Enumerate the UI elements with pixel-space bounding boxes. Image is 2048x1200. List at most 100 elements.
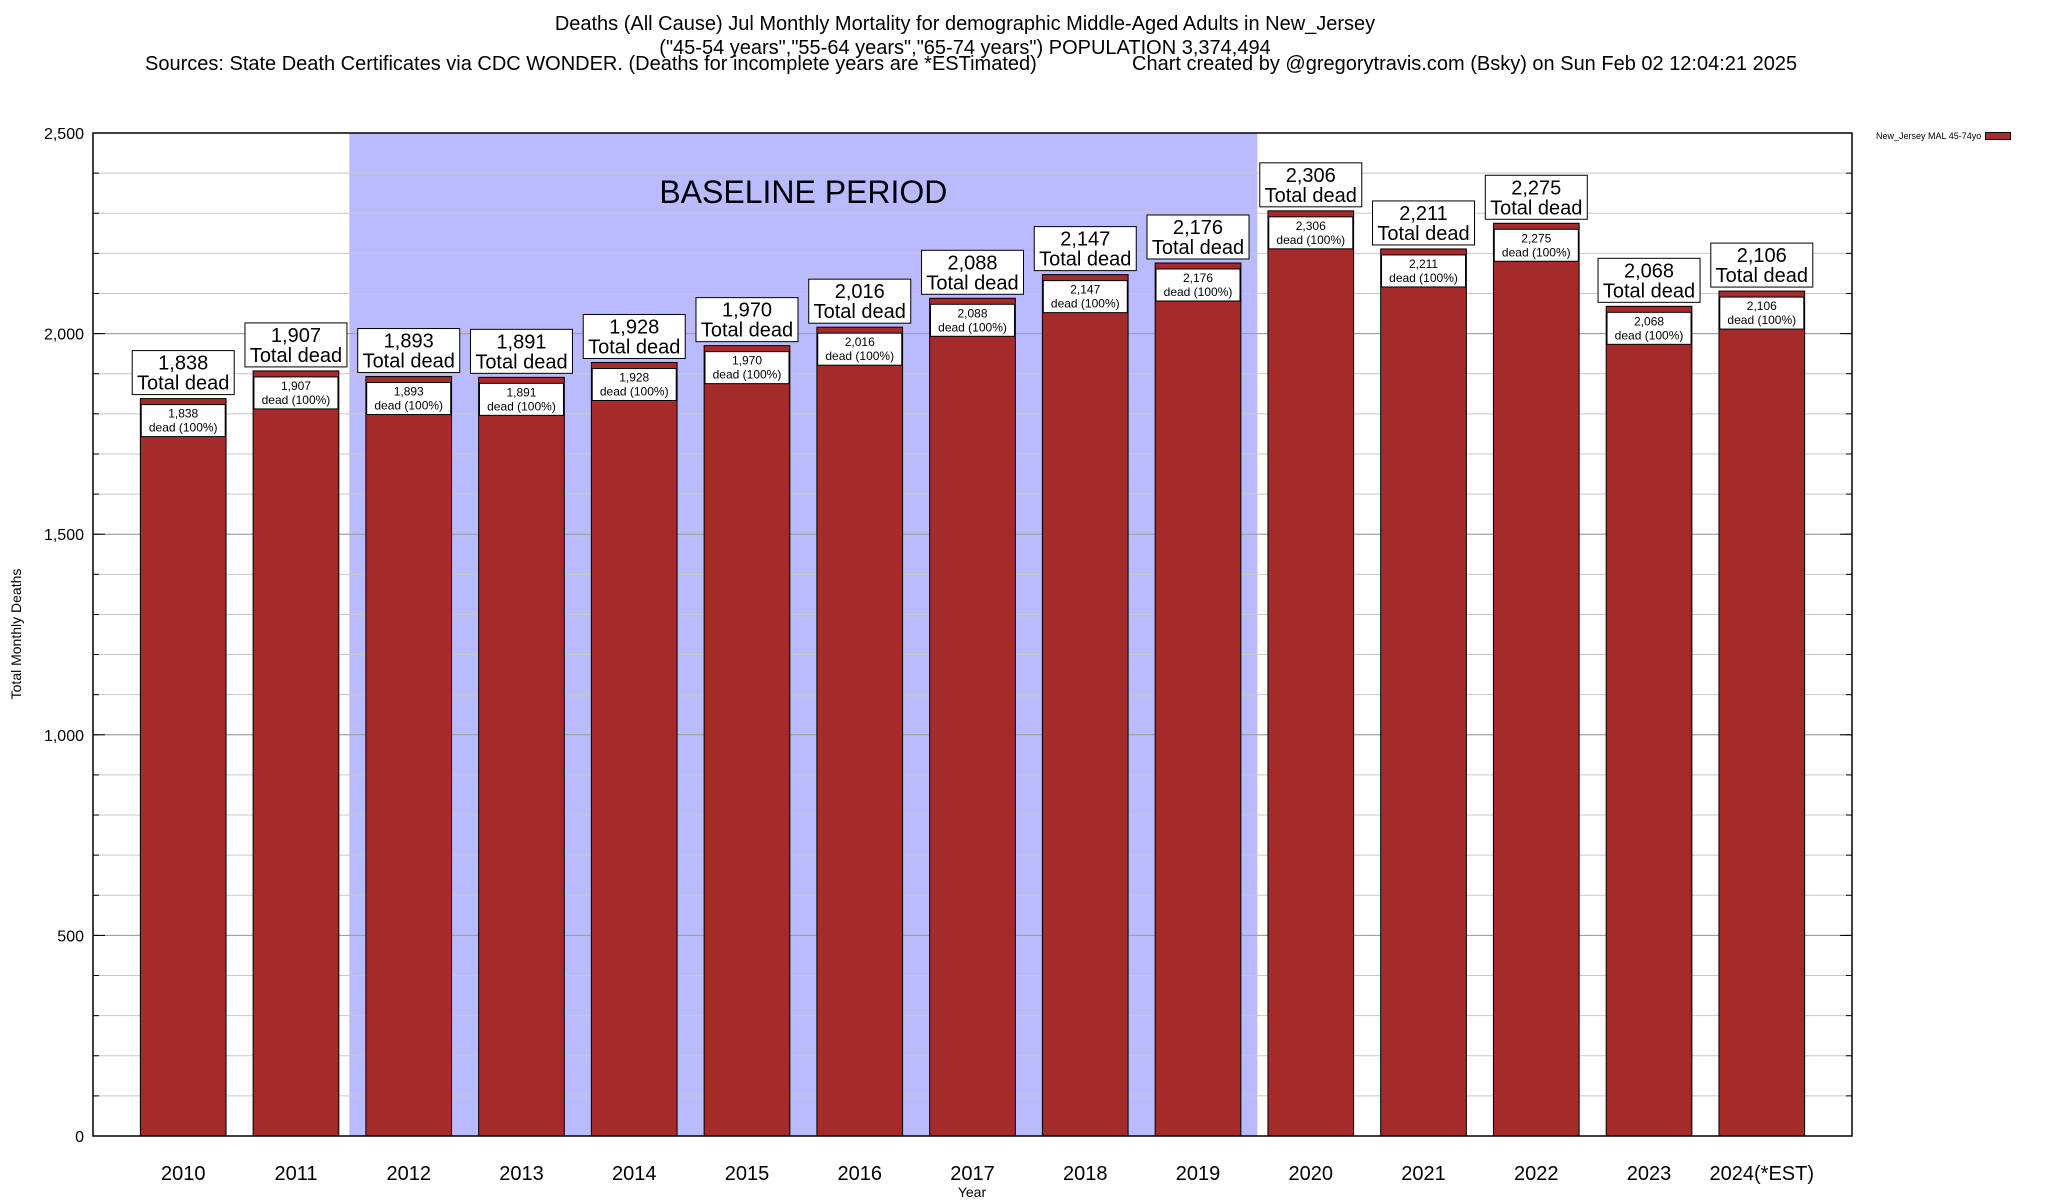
- top-label-value: 1,893: [384, 331, 434, 353]
- x-tick-label: 2015: [725, 1163, 770, 1185]
- top-label-box: [357, 328, 461, 374]
- inner-label-box: [1381, 254, 1467, 288]
- top-label-box: [1146, 214, 1250, 260]
- legend-swatch: [1985, 132, 2012, 140]
- x-tick-label: 2010: [161, 1163, 206, 1185]
- chart-credit: Chart created by @gregorytravis.com (Bsk…: [1132, 53, 1798, 75]
- top-label-box: [244, 322, 348, 368]
- x-tick-label: 2016: [837, 1163, 882, 1185]
- inner-label-box: [1268, 216, 1354, 250]
- inner-label-value: 2,106: [1747, 299, 1777, 313]
- top-label-suffix: Total dead: [1377, 223, 1469, 245]
- inner-label-suffix: dead (100%): [374, 399, 443, 413]
- inner-label-value: 2,275: [1521, 231, 1551, 245]
- inner-label-box: [1155, 268, 1241, 302]
- inner-label-value: 1,970: [732, 354, 762, 368]
- top-label-value: 2,147: [1060, 229, 1110, 251]
- bar: [1041, 274, 1129, 1137]
- x-tick-label: 2020: [1289, 1163, 1334, 1185]
- x-tick-label: 2022: [1514, 1163, 1559, 1185]
- inner-label-suffix: dead (100%): [600, 384, 669, 398]
- x-axis-label: Year: [958, 1184, 987, 1200]
- inner-label-value: 1,928: [619, 370, 649, 384]
- inner-label-value: 2,088: [957, 306, 987, 320]
- y-axis-label: Total Monthly Deaths: [8, 569, 24, 700]
- top-label-suffix: Total dead: [814, 301, 906, 323]
- legend: New_Jersey MAL 45-74yo: [1876, 131, 2012, 141]
- inner-label-suffix: dead (100%): [1164, 285, 1233, 299]
- inner-label-box: [366, 382, 452, 416]
- bar: [1154, 262, 1242, 1137]
- top-label-box: [1372, 200, 1476, 246]
- inner-label-box: [704, 351, 790, 385]
- inner-label-box: [1606, 311, 1692, 345]
- x-tick-label: 2013: [499, 1163, 544, 1185]
- top-label-suffix: Total dead: [1265, 185, 1357, 207]
- chart-sources: Sources: State Death Certificates via CD…: [145, 53, 1037, 75]
- inner-label-suffix: dead (100%): [487, 399, 556, 413]
- inner-label-box: [817, 332, 903, 366]
- inner-label-suffix: dead (100%): [1276, 233, 1345, 247]
- bar: [1605, 305, 1693, 1137]
- inner-label-suffix: dead (100%): [1615, 328, 1684, 342]
- inner-label-box: [1042, 280, 1128, 314]
- top-label-value: 2,068: [1624, 260, 1674, 282]
- x-tick-label: 2023: [1627, 1163, 1672, 1185]
- x-tick-label: 2024(*EST): [1710, 1163, 1815, 1185]
- top-label-value: 2,088: [947, 252, 997, 274]
- inner-label-suffix: dead (100%): [262, 393, 331, 407]
- x-tick-label: 2012: [386, 1163, 431, 1185]
- top-label-value: 2,275: [1511, 177, 1561, 199]
- bar: [1380, 248, 1467, 1137]
- bar: [816, 326, 904, 1137]
- inner-label-value: 1,891: [506, 385, 536, 399]
- top-label-suffix: Total dead: [363, 351, 455, 373]
- top-label-value: 2,211: [1399, 203, 1448, 225]
- inner-label-suffix: dead (100%): [1502, 245, 1571, 259]
- inner-label-box: [930, 303, 1015, 337]
- inner-label-box: [478, 382, 564, 416]
- x-tick-label: 2021: [1401, 1163, 1446, 1185]
- bar: [929, 297, 1016, 1137]
- top-label-suffix: Total dead: [701, 320, 793, 342]
- bar: [478, 376, 565, 1137]
- inner-label-box: [1719, 296, 1805, 330]
- top-label-box: [1710, 242, 1814, 288]
- inner-label-value: 2,147: [1070, 283, 1100, 297]
- x-tick-label: 2018: [1063, 1163, 1108, 1185]
- top-label-value: 2,306: [1286, 165, 1336, 187]
- top-label-value: 1,970: [722, 300, 772, 322]
- inner-label-suffix: dead (100%): [1727, 313, 1796, 327]
- y-tick-label: 500: [57, 928, 84, 945]
- y-tick-label: 1,500: [44, 527, 84, 544]
- inner-label-suffix: dead (100%): [713, 368, 782, 382]
- top-label-box: [921, 249, 1024, 295]
- inner-label-suffix: dead (100%): [149, 421, 218, 435]
- inner-label-suffix: dead (100%): [938, 320, 1007, 334]
- inner-label-value: 2,016: [845, 335, 875, 349]
- plot-frame: [92, 132, 1853, 1137]
- inner-label-value: 1,893: [394, 385, 424, 399]
- inner-label-box: [253, 376, 339, 410]
- inner-label-suffix: dead (100%): [825, 349, 894, 363]
- x-tick-label: 2011: [274, 1163, 317, 1185]
- inner-label-value: 1,907: [281, 379, 311, 393]
- y-tick-label: 2,500: [44, 126, 84, 143]
- top-label-value: 1,928: [609, 316, 659, 338]
- y-tick-label: 2,000: [44, 327, 84, 344]
- legend-label: New_Jersey MAL 45-74yo: [1876, 131, 1982, 141]
- top-label-suffix: Total dead: [588, 336, 680, 358]
- y-tick-label: 1,000: [44, 728, 84, 745]
- inner-label-box: [1493, 228, 1579, 262]
- y-tick-label: 0: [75, 1129, 84, 1146]
- top-label-box: [695, 297, 799, 343]
- top-label-box: [469, 328, 573, 374]
- x-tick-label: 2017: [950, 1163, 995, 1185]
- top-label-value: 2,016: [835, 281, 885, 303]
- bar: [703, 345, 791, 1137]
- top-label-suffix: Total dead: [475, 351, 567, 373]
- top-label-value: 1,838: [158, 353, 208, 375]
- top-label-suffix: Total dead: [1039, 249, 1131, 271]
- top-label-suffix: Total dead: [137, 373, 229, 395]
